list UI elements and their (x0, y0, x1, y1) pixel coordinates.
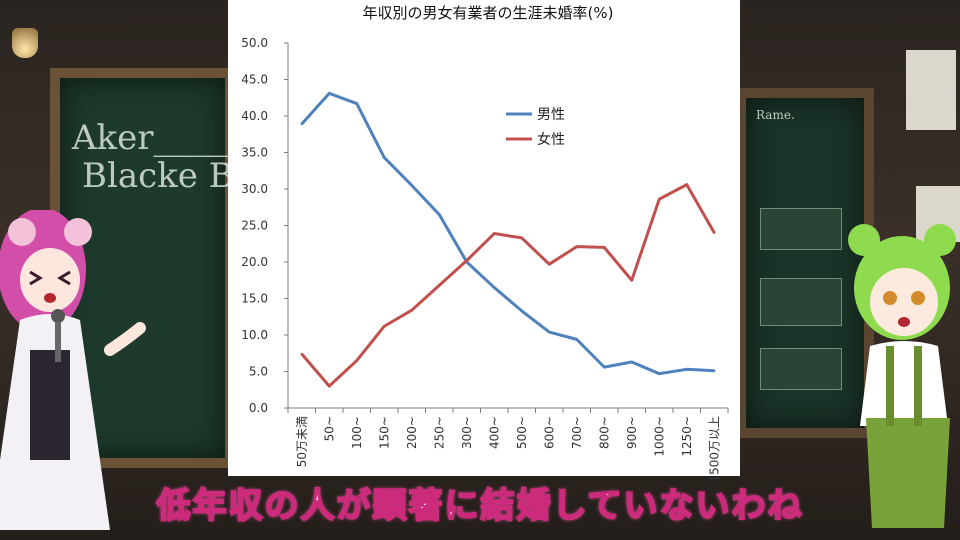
series-line-female (300, 183, 716, 388)
x-tick-label: 1000~ (652, 416, 666, 457)
ceiling-lamp-icon (12, 28, 38, 58)
subtitle-caption: 低年収の人が顕著に結婚していないわね (156, 485, 804, 527)
chart-axes: 0.0 5.0 10.0 15.0 20.0 25.0 30.0 35.0 40.0 45.0 50… (241, 36, 729, 483)
x-tick-label: 700~ (570, 416, 584, 449)
series-line-male (300, 91, 715, 376)
legend-label: 男性 (537, 107, 565, 123)
data-point (548, 262, 551, 266)
y-tick-label: 35.0 (241, 146, 268, 160)
data-point (328, 92, 331, 95)
chalkboard-text-line-2: Blacke Bo (82, 156, 255, 196)
x-tick-label: 800~ (597, 416, 611, 449)
x-tick-label: 900~ (625, 416, 639, 449)
data-point (575, 338, 578, 341)
legend-label: 女性 (537, 131, 565, 148)
data-point (685, 183, 688, 186)
y-tick-label: 10.0 (241, 328, 268, 342)
data-point (630, 279, 633, 282)
x-tick-label: 400~ (487, 416, 501, 449)
data-point (713, 231, 716, 234)
data-point (493, 286, 496, 289)
data-point (658, 372, 661, 375)
right-character (848, 224, 956, 528)
data-point (630, 360, 633, 364)
data-point (383, 325, 386, 328)
data-point (493, 232, 496, 235)
data-point (603, 246, 606, 249)
data-point (713, 369, 716, 372)
left-character (0, 210, 146, 530)
chart-panel (228, 0, 740, 476)
chart-title: 年収別の男女有業者の生涯未婚率(%) (363, 4, 614, 22)
data-point (548, 330, 551, 334)
x-tick-label: 50万未満 (295, 416, 309, 467)
data-point (575, 245, 578, 248)
x-tick-label: 1500万以上 (707, 416, 721, 483)
y-tick-label: 5.0 (249, 365, 268, 379)
right-chalkboard: Rame. (736, 88, 874, 438)
wall-paper (906, 50, 956, 130)
data-point (300, 122, 303, 126)
x-tick-label: 100~ (350, 416, 364, 449)
data-point (410, 184, 413, 187)
chalkboard-text-line-1: Aker_____ (72, 118, 239, 158)
data-point (603, 365, 606, 369)
data-point (685, 368, 688, 371)
y-tick-label: 0.0 (249, 401, 268, 415)
y-tick-label: 40.0 (241, 109, 268, 123)
data-point (658, 198, 661, 201)
board-card (760, 208, 842, 250)
x-tick-label: 50~ (322, 416, 336, 441)
data-point (328, 384, 331, 388)
x-tick-label: 1250~ (680, 416, 694, 457)
board-card (760, 348, 842, 390)
chart-series (300, 91, 716, 388)
right-board-text: Rame. (756, 108, 795, 122)
x-tick-label: 600~ (542, 416, 556, 449)
data-point (383, 156, 386, 159)
data-point (355, 102, 358, 105)
data-point (438, 213, 441, 216)
y-tick-label: 50.0 (241, 36, 268, 50)
y-tick-label: 15.0 (241, 292, 268, 306)
board-card (760, 278, 842, 326)
y-tick-label: 25.0 (241, 219, 268, 233)
y-tick-label: 45.0 (241, 73, 268, 87)
x-tick-label: 500~ (515, 416, 529, 449)
y-tick-label: 20.0 (241, 255, 268, 269)
x-tick-label: 300~ (460, 416, 474, 449)
data-point (355, 359, 358, 362)
data-point (520, 309, 523, 313)
data-point (438, 284, 441, 287)
data-point (410, 308, 413, 312)
data-point (465, 259, 468, 262)
x-tick-label: 200~ (405, 416, 419, 449)
data-point (300, 352, 303, 356)
x-tick-label: 250~ (432, 416, 446, 449)
y-tick-label: 30.0 (241, 182, 268, 196)
data-point (520, 236, 523, 240)
x-tick-label: 150~ (377, 416, 391, 449)
